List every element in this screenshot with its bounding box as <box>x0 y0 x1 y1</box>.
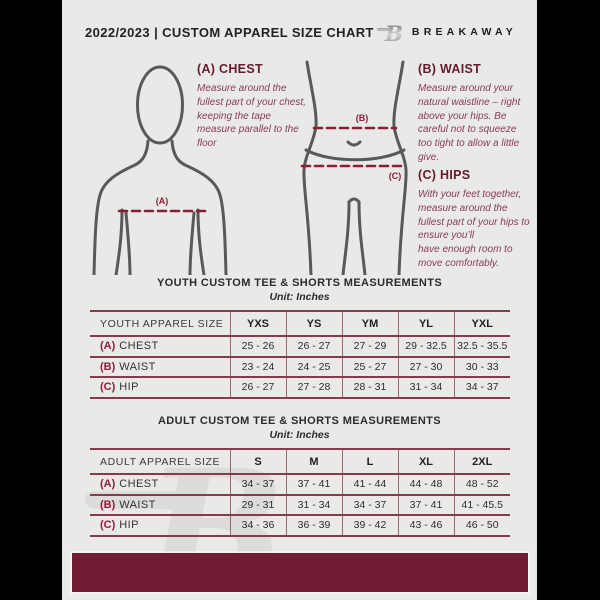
adult-table-section: ADULT CUSTOM TEE & SHORTS MEASUREMENTS U… <box>62 415 537 537</box>
youth-col-ys: YS <box>286 311 343 336</box>
waist-line-label: (B) <box>356 113 369 123</box>
adult-size-label: ADULT APPAREL SIZE <box>100 455 221 468</box>
youth-col-yxl: YXL <box>471 317 493 330</box>
size-chart-sheet: B 2022/2023 | CUSTOM APPAREL SIZE CHART … <box>62 0 537 600</box>
waist-instruction: (B) WAIST Measure around your natural wa… <box>418 62 530 165</box>
cell: 25 - 27 <box>342 356 399 377</box>
row-label: CHEST <box>119 340 159 353</box>
cell: 41 - 45.5 <box>461 498 503 511</box>
cell: 34 - 36 <box>230 515 287 536</box>
torso-chest-figure: (A) <box>92 65 228 275</box>
adult-col-m: M <box>286 449 343 474</box>
page-title: 2022/2023 | CUSTOM APPAREL SIZE CHART <box>85 24 374 40</box>
cell: 41 - 44 <box>342 474 399 495</box>
cell: 27 - 28 <box>286 377 343 398</box>
hips-heading: (C) HIPS <box>418 168 471 182</box>
brand-name: BREAKAWAY <box>411 26 517 38</box>
cell: 32.5 - 35.5 <box>457 340 508 353</box>
row-label: HIP <box>119 519 139 532</box>
cell: 23 - 24 <box>230 356 287 377</box>
cell: 29 - 31 <box>230 494 287 515</box>
youth-header-row: YOUTH APPAREL SIZE YXS YS YM YL YXL <box>90 311 510 336</box>
cell: 28 - 31 <box>342 377 399 398</box>
cell: 43 - 46 <box>398 515 455 536</box>
brand-lockup: B BREAKAWAY <box>375 19 517 45</box>
measurement-diagrams: (A) (A) CHEST Measure around the fullest… <box>62 55 537 277</box>
cell: 31 - 34 <box>398 377 455 398</box>
hips-line-label: (C) <box>389 171 402 181</box>
cell: 25 - 26 <box>230 336 287 357</box>
adult-table-unit: Unit: Inches <box>269 429 330 441</box>
row-label: WAIST <box>119 498 156 511</box>
youth-size-table: YOUTH APPAREL SIZE YXS YS YM YL YXL (A) C… <box>90 310 510 399</box>
table-row: (A) CHEST 34 - 37 37 - 41 41 - 44 44 - 48… <box>90 474 510 495</box>
hips-instruction: (C) HIPS With your feet together, measur… <box>418 168 530 271</box>
cell: 34 - 37 <box>465 381 499 394</box>
cell: 34 - 37 <box>342 494 399 515</box>
cell: 34 - 37 <box>230 474 287 495</box>
row-key: (B) <box>100 498 116 511</box>
youth-size-label: YOUTH APPAREL SIZE <box>100 317 224 330</box>
row-key: (C) <box>100 381 116 394</box>
cell: 24 - 25 <box>286 356 343 377</box>
adult-size-table: ADULT APPAREL SIZE S M L XL 2XL (A) CHEST… <box>90 448 510 537</box>
chest-instruction: (A) CHEST Measure around the fullest par… <box>197 62 309 151</box>
table-row: (C) HIP 34 - 36 36 - 39 39 - 42 43 - 46 4… <box>90 515 510 536</box>
youth-table-title: YOUTH CUSTOM TEE & SHORTS MEASUREMENTS <box>156 277 443 289</box>
row-key: (C) <box>100 519 116 532</box>
svg-text:B: B <box>384 22 403 45</box>
cell: 27 - 30 <box>398 356 455 377</box>
table-row: (C) HIP 26 - 27 27 - 28 28 - 31 31 - 34 3… <box>90 377 510 398</box>
cell: 26 - 27 <box>230 377 287 398</box>
row-key: (A) <box>100 340 116 353</box>
youth-col-yxs: YXS <box>230 311 287 336</box>
hips-body-text: With your feet together, measure around … <box>418 189 530 269</box>
table-row: (B) WAIST 29 - 31 31 - 34 34 - 37 37 - 41… <box>90 494 510 515</box>
cell: 39 - 42 <box>342 515 399 536</box>
cell: 46 - 50 <box>465 519 499 532</box>
chest-heading: (A) CHEST <box>197 62 263 76</box>
youth-col-yl: YL <box>398 311 455 336</box>
cell: 36 - 39 <box>286 515 343 536</box>
adult-col-l: L <box>342 449 399 474</box>
youth-table-section: YOUTH CUSTOM TEE & SHORTS MEASUREMENTS U… <box>62 277 537 399</box>
youth-table-unit: Unit: Inches <box>269 291 330 303</box>
adult-col-2xl: 2XL <box>472 455 493 468</box>
cell: 29 - 32.5 <box>398 336 455 357</box>
row-key: (A) <box>100 478 116 491</box>
waist-heading: (B) WAIST <box>418 62 482 76</box>
adult-header-row: ADULT APPAREL SIZE S M L XL 2XL <box>90 449 510 474</box>
waist-hips-figure: (B) (C) <box>300 60 408 275</box>
breakaway-b-logo-icon: B <box>376 22 403 45</box>
row-label: WAIST <box>119 360 156 373</box>
header: 2022/2023 | CUSTOM APPAREL SIZE CHART B … <box>85 19 517 45</box>
waist-body-text: Measure around your natural waistline – … <box>418 83 521 163</box>
cell: 30 - 33 <box>465 360 499 373</box>
cell: 48 - 52 <box>465 478 499 491</box>
table-row: (B) WAIST 23 - 24 24 - 25 25 - 27 27 - 30… <box>90 356 510 377</box>
row-label: CHEST <box>119 478 159 491</box>
adult-col-xl: XL <box>398 449 455 474</box>
cell: 31 - 34 <box>286 494 343 515</box>
adult-col-s: S <box>230 449 287 474</box>
cell: 37 - 41 <box>286 474 343 495</box>
cell: 37 - 41 <box>398 494 455 515</box>
chest-body-text: Measure around the fullest part of your … <box>197 83 306 150</box>
row-label: HIP <box>119 381 139 394</box>
footer-accent-bar <box>72 553 528 592</box>
cell: 44 - 48 <box>398 474 455 495</box>
cell: 27 - 29 <box>342 336 399 357</box>
table-row: (A) CHEST 25 - 26 26 - 27 27 - 29 29 - 32… <box>90 336 510 357</box>
adult-table-title: ADULT CUSTOM TEE & SHORTS MEASUREMENTS <box>157 415 442 427</box>
youth-col-ym: YM <box>342 311 399 336</box>
row-key: (B) <box>100 360 116 373</box>
chest-line-label: (A) <box>156 196 169 206</box>
cell: 26 - 27 <box>286 336 343 357</box>
